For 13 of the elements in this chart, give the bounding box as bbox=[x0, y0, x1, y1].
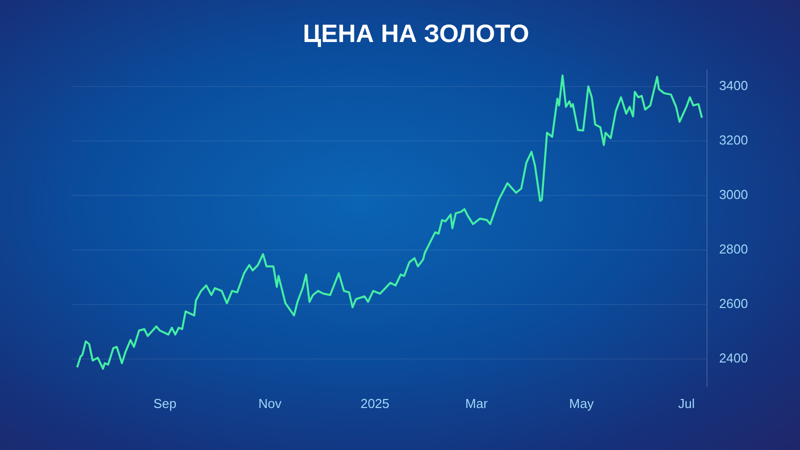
x-tick-label: Sep bbox=[153, 396, 177, 411]
x-tick-label: Jul bbox=[678, 396, 695, 411]
x-tick-label: Nov bbox=[258, 396, 282, 411]
x-tick-label: May bbox=[569, 396, 594, 411]
y-tick-label: 3000 bbox=[719, 187, 748, 202]
x-tick-label: Mar bbox=[465, 396, 488, 411]
y-tick-label: 2800 bbox=[719, 242, 748, 257]
y-tick-label: 2400 bbox=[719, 350, 748, 366]
y-tick-label: 2600 bbox=[719, 296, 748, 312]
y-tick-label: 3400 bbox=[719, 78, 748, 93]
y-tick-label: 3200 bbox=[719, 132, 748, 148]
chart-title: ЦЕНА НА ЗОЛОТО bbox=[302, 20, 530, 48]
x-tick-label: 2025 bbox=[360, 396, 390, 411]
